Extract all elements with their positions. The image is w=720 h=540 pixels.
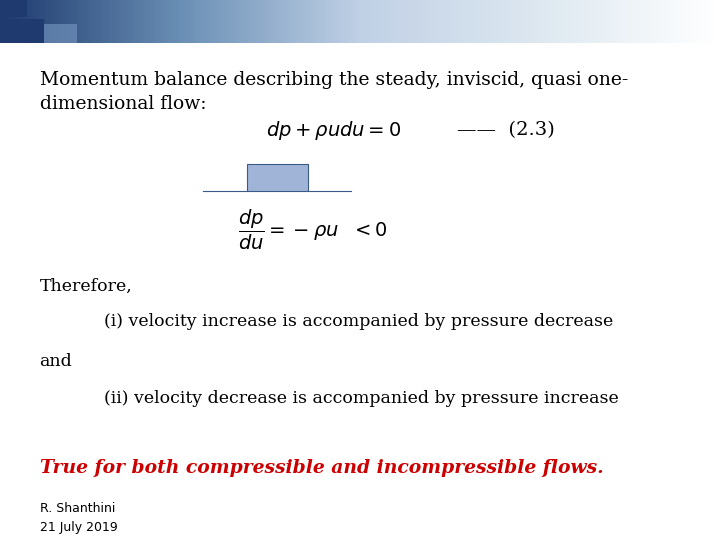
Text: and: and (40, 353, 72, 370)
Bar (246, 164, 308, 191)
Text: (i) velocity increase is accompanied by pressure decrease: (i) velocity increase is accompanied by … (104, 313, 613, 330)
Bar (0, 19, 44, 43)
Text: $dp + \rho u du = 0$: $dp + \rho u du = 0$ (266, 119, 402, 141)
Text: Therefore,: Therefore, (40, 278, 132, 295)
Text: Momentum balance describing the steady, inviscid, quasi one-: Momentum balance describing the steady, … (40, 71, 628, 89)
Text: R. Shanthini
21 July 2019: R. Shanthini 21 July 2019 (40, 502, 117, 534)
Bar (0, 0, 27, 17)
Text: $\dfrac{dp}{du} = -\rho u \ \ < 0$: $\dfrac{dp}{du} = -\rho u \ \ < 0$ (238, 207, 387, 252)
Text: dimensional flow:: dimensional flow: (40, 96, 206, 113)
Bar (44, 24, 76, 43)
Text: True for both compressible and incompressible flows.: True for both compressible and incompres… (40, 459, 603, 477)
Text: (ii) velocity decrease is accompanied by pressure increase: (ii) velocity decrease is accompanied by… (104, 390, 619, 407)
Text: ——  (2.3): —— (2.3) (457, 121, 555, 139)
